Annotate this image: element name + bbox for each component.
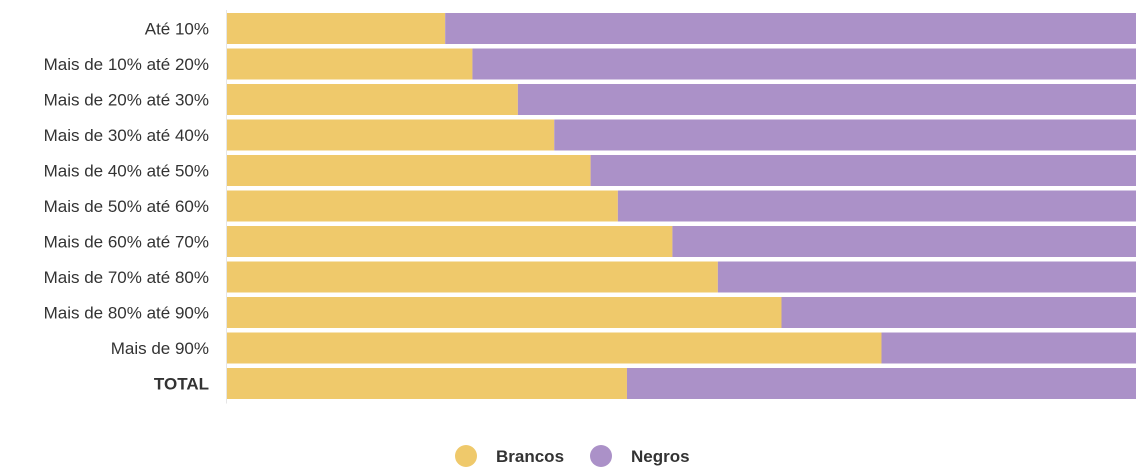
bar-brancos-5 — [227, 190, 618, 222]
bar-brancos-1 — [227, 48, 473, 80]
bar-negros-6 — [672, 226, 1136, 257]
bar-negros-3 — [554, 119, 1136, 151]
bar-brancos-10 — [227, 368, 627, 399]
bar-brancos-8 — [227, 297, 782, 328]
bar-negros-10 — [626, 368, 1136, 399]
category-label: Mais de 50% até 60% — [44, 197, 209, 216]
bar-brancos-4 — [227, 155, 591, 186]
category-label: Mais de 40% até 50% — [44, 162, 209, 181]
bar-brancos-2 — [227, 84, 518, 115]
legend-swatch-negros[interactable] — [590, 445, 612, 467]
bars-layer — [227, 13, 1136, 399]
bar-negros-0 — [445, 13, 1136, 44]
bar-brancos-7 — [227, 261, 718, 293]
bar-negros-2 — [517, 84, 1136, 115]
category-label: Mais de 20% até 30% — [44, 91, 209, 110]
bar-brancos-0 — [227, 13, 446, 44]
legend-swatch-brancos[interactable] — [455, 445, 477, 467]
legend: Brancos Negros — [455, 445, 690, 467]
category-label: Até 10% — [145, 20, 209, 39]
category-label: Mais de 90% — [111, 339, 209, 358]
bar-negros-9 — [881, 332, 1136, 364]
bar-negros-8 — [781, 297, 1136, 328]
bar-negros-1 — [472, 48, 1136, 80]
category-label: Mais de 10% até 20% — [44, 55, 209, 74]
category-label: Mais de 80% até 90% — [44, 304, 209, 323]
category-label: Mais de 70% até 80% — [44, 268, 209, 287]
bar-brancos-6 — [227, 226, 673, 257]
bar-brancos-9 — [227, 332, 882, 364]
bar-brancos-3 — [227, 119, 555, 151]
category-label: Mais de 60% até 70% — [44, 233, 209, 252]
bar-negros-4 — [590, 155, 1136, 186]
category-label: TOTAL — [154, 375, 209, 394]
legend-label-brancos[interactable]: Brancos — [496, 447, 564, 466]
bar-negros-7 — [717, 261, 1136, 293]
bar-negros-5 — [617, 190, 1136, 222]
category-labels: Até 10% Mais de 10% até 20% Mais de 20% at… — [44, 20, 209, 394]
legend-label-negros[interactable]: Negros — [631, 447, 690, 466]
category-label: Mais de 30% até 40% — [44, 126, 209, 145]
